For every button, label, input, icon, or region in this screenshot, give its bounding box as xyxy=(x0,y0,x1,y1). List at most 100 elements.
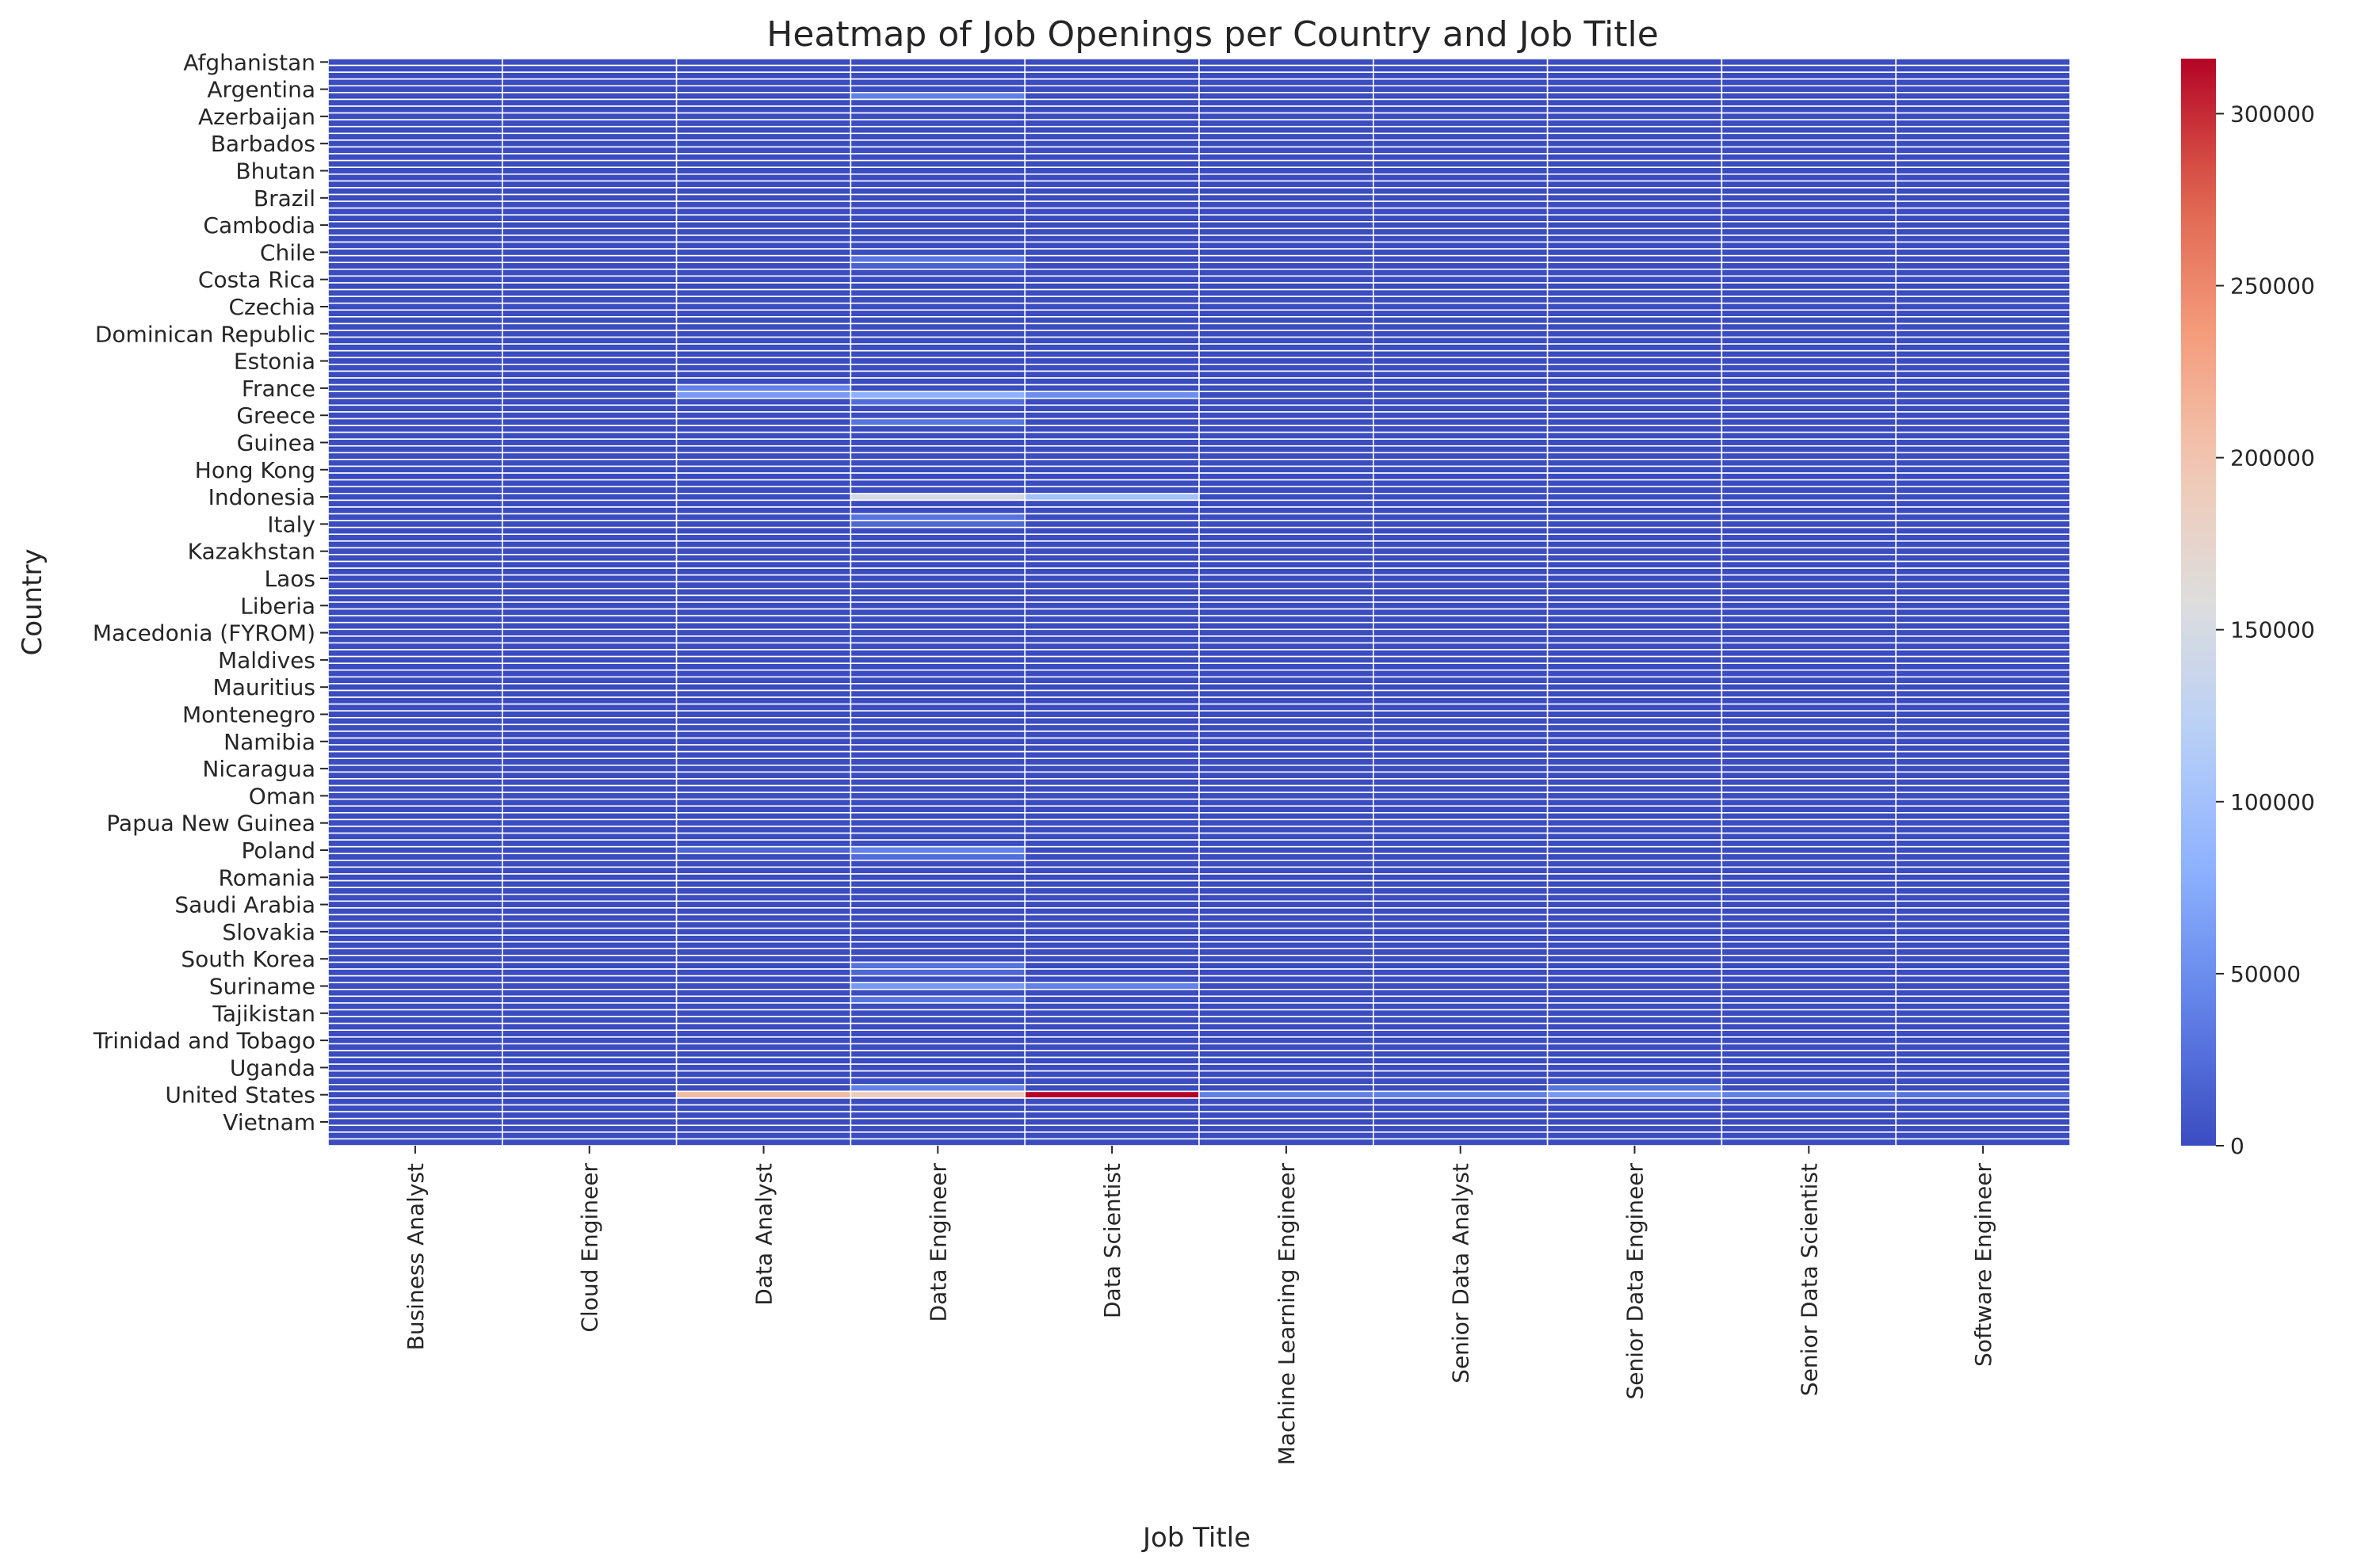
heatmap-cell xyxy=(1024,98,1200,107)
heatmap-cell xyxy=(1546,812,1723,821)
heatmap-cell xyxy=(327,1090,503,1099)
heatmap-cell xyxy=(501,404,678,413)
heatmap-cell xyxy=(1024,411,1200,420)
heatmap-cell xyxy=(1198,567,1374,576)
heatmap-cell xyxy=(675,567,852,576)
heatmap-cell xyxy=(675,988,852,998)
heatmap-cell xyxy=(1198,227,1374,236)
heatmap-cell xyxy=(1546,839,1723,848)
heatmap-cell xyxy=(850,479,1026,488)
heatmap-cell xyxy=(501,560,678,569)
heatmap-cell xyxy=(1198,269,1374,277)
heatmap-cell xyxy=(675,948,852,956)
heatmap-cell xyxy=(1721,975,1897,983)
heatmap-cell xyxy=(1198,669,1374,678)
heatmap-cell xyxy=(675,282,852,291)
heatmap-cell xyxy=(1721,1022,1897,1032)
heatmap-cell xyxy=(1024,1090,1200,1099)
heatmap-cell xyxy=(501,411,678,420)
heatmap-cell xyxy=(1721,357,1897,365)
heatmap-cell xyxy=(1198,635,1374,644)
heatmap-cell xyxy=(1373,459,1549,467)
heatmap-cell xyxy=(850,927,1026,936)
heatmap-cell xyxy=(1895,567,2071,576)
heatmap-cell xyxy=(1546,227,1723,236)
heatmap-cell xyxy=(850,187,1026,196)
heatmap-cell xyxy=(850,866,1026,875)
heatmap-cell xyxy=(1721,173,1897,182)
heatmap-cell xyxy=(1373,792,1549,800)
heatmap-cell xyxy=(327,492,503,502)
heatmap-cell xyxy=(675,642,852,650)
heatmap-cell xyxy=(501,635,678,644)
heatmap-cell xyxy=(1198,282,1374,291)
x-axis-ticks: Business Analyst Cloud Engineer Data Analy… xyxy=(403,1146,1996,1465)
heatmap-cell xyxy=(327,1084,503,1093)
heatmap-cell xyxy=(1373,282,1549,291)
heatmap-cell xyxy=(1721,723,1897,732)
heatmap-cell xyxy=(850,940,1026,950)
heatmap-cell xyxy=(850,961,1026,970)
heatmap-cell xyxy=(675,444,852,454)
heatmap-cell xyxy=(1546,452,1723,460)
heatmap-cell xyxy=(1198,411,1374,420)
heatmap-cell xyxy=(1198,397,1374,406)
heatmap-cell xyxy=(675,404,852,413)
heatmap-cell xyxy=(675,683,852,692)
heatmap-cell xyxy=(327,200,503,209)
heatmap-cell xyxy=(1546,411,1723,420)
heatmap-cell xyxy=(1721,459,1897,467)
heatmap-cell xyxy=(850,757,1026,766)
heatmap-cell xyxy=(327,459,503,467)
heatmap-cell xyxy=(850,703,1026,712)
heatmap-cell xyxy=(1024,832,1200,841)
heatmap-cell xyxy=(501,988,678,998)
heatmap-cell xyxy=(1024,139,1200,148)
heatmap-cell xyxy=(1895,391,2071,399)
heatmap-cell xyxy=(501,1138,678,1146)
heatmap-cell xyxy=(850,560,1026,569)
heatmap-cell xyxy=(1373,105,1549,114)
heatmap-cell xyxy=(1373,588,1549,597)
heatmap-cell xyxy=(1546,988,1723,998)
heatmap-cell xyxy=(675,934,852,943)
heatmap-cell xyxy=(675,853,852,861)
heatmap-cell xyxy=(1373,662,1549,671)
heatmap-cell xyxy=(1198,438,1374,447)
heatmap-cell xyxy=(850,574,1026,583)
heatmap-cell xyxy=(327,1070,503,1079)
heatmap-cell xyxy=(1198,1104,1374,1112)
heatmap-cell xyxy=(1895,860,2071,868)
heatmap-cell xyxy=(327,526,503,536)
heatmap-cell xyxy=(1373,479,1549,488)
y-tick-label: Poland xyxy=(242,837,315,864)
heatmap-cell xyxy=(850,1104,1026,1112)
heatmap-cell xyxy=(850,1077,1026,1085)
heatmap-cell xyxy=(1546,778,1723,787)
heatmap-cell xyxy=(1373,771,1549,780)
heatmap-cell xyxy=(501,784,678,793)
y-tick-label: Afghanistan xyxy=(183,49,315,75)
y-tick-label: Saudi Arabia xyxy=(174,892,315,918)
heatmap-cell xyxy=(1198,486,1374,494)
heatmap-cell xyxy=(1198,887,1374,895)
heatmap-cell xyxy=(501,914,678,922)
heatmap-cell xyxy=(501,146,678,155)
heatmap-cell xyxy=(1373,1138,1549,1146)
heatmap-cell xyxy=(327,241,503,250)
heatmap-cell xyxy=(501,764,678,773)
heatmap-cell xyxy=(501,744,678,753)
heatmap-cell xyxy=(1721,621,1897,631)
heatmap-cell xyxy=(1895,1043,2071,1051)
heatmap-cell xyxy=(1198,465,1374,474)
heatmap-cell xyxy=(327,64,503,73)
heatmap-cell xyxy=(675,601,852,610)
heatmap-cell xyxy=(850,98,1026,107)
heatmap-cell xyxy=(501,1029,678,1038)
heatmap-cell xyxy=(1721,1111,1897,1120)
heatmap-cell xyxy=(1721,1097,1897,1106)
heatmap-cell xyxy=(1546,1111,1723,1120)
heatmap-cell xyxy=(675,465,852,474)
heatmap-cell xyxy=(501,703,678,712)
